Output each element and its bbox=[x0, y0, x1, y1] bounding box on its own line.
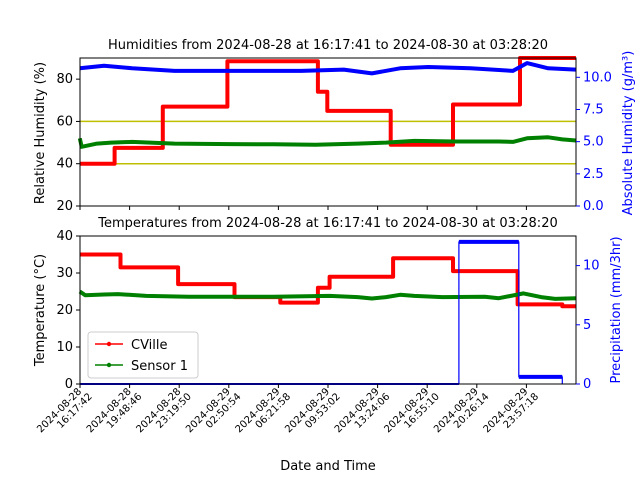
x-tick-label: 2024-08-2909:53:02 bbox=[283, 384, 342, 443]
x-tick-label: 2024-08-2823:19:50 bbox=[134, 384, 193, 443]
x-tick-label: 2024-08-2906:21:58 bbox=[234, 384, 293, 443]
humidity-right-axis-label: Absolute Humidity (g/m³) bbox=[621, 51, 636, 216]
temperature-right-tick-label: 10 bbox=[583, 259, 600, 274]
humidity-y-tick-label: 20 bbox=[56, 199, 73, 214]
x-tick-label: 2024-08-2816:17:42 bbox=[35, 384, 94, 443]
precipitation-axis-label: Precipitation (mm/3hr) bbox=[609, 236, 624, 383]
humidity-y-tick-label: 60 bbox=[56, 114, 73, 129]
x-tick-label: 2024-08-2923:57:18 bbox=[482, 384, 541, 443]
temperature-y-tick-label: 10 bbox=[56, 340, 73, 355]
temperature-y-tick-label: 0 bbox=[65, 377, 73, 392]
x-tick-label: 2024-08-2920:26:14 bbox=[432, 384, 491, 443]
humidity-series-2-line bbox=[79, 61, 576, 76]
legend: CVille Sensor 1 bbox=[87, 331, 199, 379]
temperature-right-tick-label: 0 bbox=[583, 377, 591, 392]
humidity-plot-frame bbox=[79, 57, 577, 207]
legend-swatch-marker bbox=[106, 341, 112, 347]
humidity-y-tick-label: 40 bbox=[56, 157, 73, 172]
temperature-chart-title: Temperatures from 2024-08-28 at 16:17:41… bbox=[97, 216, 557, 231]
humidity-series-1-line bbox=[77, 135, 577, 149]
humidity-right-tick-label: 10.0 bbox=[583, 70, 612, 85]
legend-label: CVille bbox=[131, 338, 168, 353]
temperature-chart: Temperatures from 2024-08-28 at 16:17:41… bbox=[33, 216, 624, 474]
temperature-y-tick-label: 40 bbox=[56, 229, 73, 244]
temperature-series-sensor-1-line bbox=[78, 289, 576, 301]
humidity-y-tick-label: 80 bbox=[56, 72, 73, 87]
x-tick-label: 2024-08-2819:48:46 bbox=[85, 384, 144, 443]
temperature-series-0-connector bbox=[79, 254, 576, 307]
x-tick-label: 2024-08-2902:50:54 bbox=[184, 384, 243, 443]
x-axis-label: Date and Time bbox=[280, 459, 376, 474]
x-tick-label: 2024-08-2916:55:10 bbox=[382, 384, 441, 443]
humidity-y-axis-label: Relative Humidity (%) bbox=[33, 62, 48, 204]
humidity-right-tick-label: 0.0 bbox=[583, 199, 604, 214]
temperature-y-tick-label: 30 bbox=[56, 266, 73, 281]
legend-label: Sensor 1 bbox=[131, 359, 188, 374]
legend-swatch-marker bbox=[106, 362, 112, 368]
temperature-right-tick-label: 5 bbox=[583, 318, 591, 333]
temperature-y-tick-label: 20 bbox=[56, 303, 73, 318]
humidity-chart-title: Humidities from 2024-08-28 at 16:17:41 t… bbox=[108, 38, 548, 53]
humidity-right-tick-label: 5.0 bbox=[583, 135, 604, 150]
temperature-y-axis-label: Temperature (°C) bbox=[33, 254, 48, 367]
x-tick-label: 2024-08-2913:24:06 bbox=[333, 384, 392, 443]
humidity-series-0-connector bbox=[79, 57, 576, 165]
humidity-right-tick-label: 2.5 bbox=[583, 167, 604, 182]
humidity-right-tick-label: 7.5 bbox=[583, 102, 604, 117]
humidity-chart: Humidities from 2024-08-28 at 16:17:41 t… bbox=[33, 38, 636, 215]
